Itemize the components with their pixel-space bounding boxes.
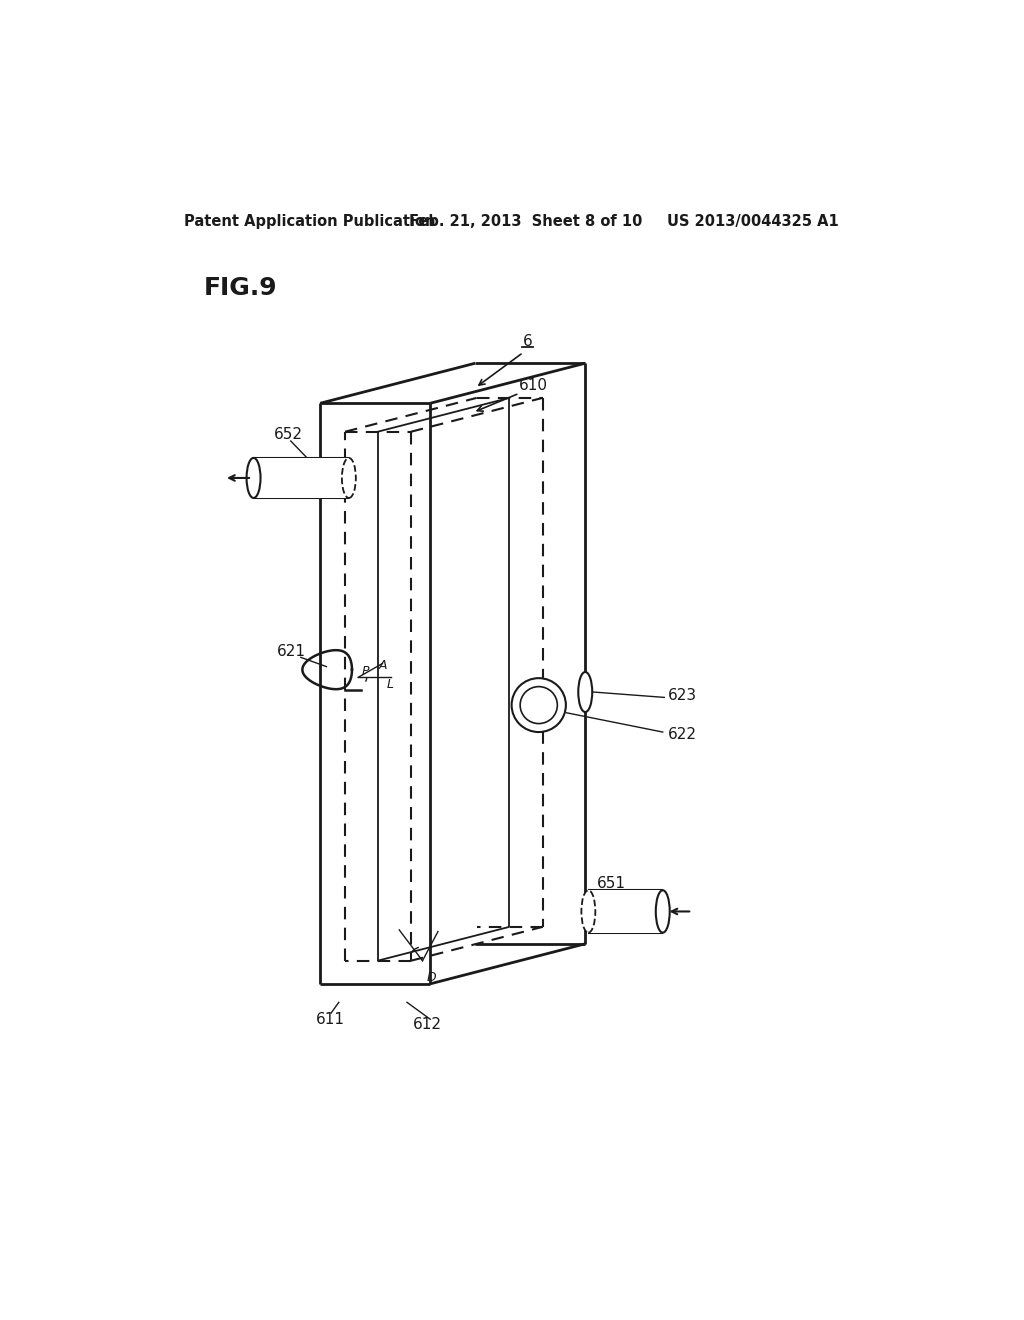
Text: 652: 652 xyxy=(273,426,303,442)
Text: FIG.9: FIG.9 xyxy=(204,276,278,300)
Text: US 2013/0044325 A1: US 2013/0044325 A1 xyxy=(667,214,839,230)
Text: A: A xyxy=(378,659,387,672)
Text: 621: 621 xyxy=(276,644,306,659)
Text: 6: 6 xyxy=(523,334,534,350)
Text: D: D xyxy=(426,972,436,985)
Text: 651: 651 xyxy=(597,876,626,891)
Circle shape xyxy=(520,686,557,723)
Ellipse shape xyxy=(655,890,670,933)
Ellipse shape xyxy=(582,890,595,933)
Text: P: P xyxy=(361,665,369,677)
Text: 622: 622 xyxy=(668,727,696,742)
Text: 610: 610 xyxy=(519,378,549,393)
Text: Feb. 21, 2013  Sheet 8 of 10: Feb. 21, 2013 Sheet 8 of 10 xyxy=(409,214,642,230)
Text: L: L xyxy=(387,677,394,690)
Text: 612: 612 xyxy=(414,1018,442,1032)
Text: 611: 611 xyxy=(315,1011,344,1027)
Text: Patent Application Publication: Patent Application Publication xyxy=(183,214,435,230)
Ellipse shape xyxy=(579,672,592,711)
Text: 623: 623 xyxy=(668,688,696,704)
Ellipse shape xyxy=(342,458,356,498)
Circle shape xyxy=(512,678,566,733)
Ellipse shape xyxy=(247,458,260,498)
